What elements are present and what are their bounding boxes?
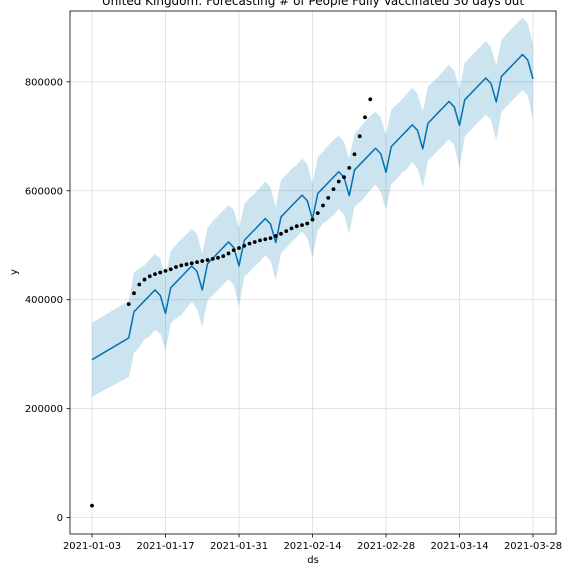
observed-point — [205, 258, 210, 262]
observed-point — [284, 229, 289, 234]
observed-point — [216, 255, 220, 260]
observed-point — [310, 217, 315, 222]
observed-point — [195, 260, 199, 265]
observed-point — [352, 152, 357, 157]
x-axis-ticks: 2021-01-03 2021-01-17 2021-01-31 2021-02-14… — [63, 534, 562, 552]
observed-point — [305, 221, 310, 226]
observed-point — [153, 272, 157, 277]
observed-point — [357, 134, 362, 139]
observed-point — [247, 241, 252, 246]
observed-point — [200, 259, 205, 263]
y-tick-label: 600000 — [25, 186, 63, 197]
x-tick-label: 2021-02-14 — [283, 541, 341, 552]
observed-point — [368, 97, 373, 102]
forecast-line-layer — [91, 53, 534, 361]
observed-point — [315, 211, 320, 216]
observed-point — [231, 248, 236, 253]
observed-point — [210, 256, 215, 261]
x-tick-label: 2021-03-28 — [504, 541, 562, 552]
observed-point — [142, 277, 147, 282]
uncertainty-band — [92, 17, 533, 397]
observed-point — [237, 246, 241, 250]
observed-point — [179, 263, 184, 268]
x-tick-label: 2021-01-31 — [210, 541, 268, 552]
observed-point — [132, 291, 136, 296]
x-tick-label: 2021-03-14 — [430, 541, 488, 552]
y-tick-label: 0 — [57, 513, 63, 524]
y-axis-ticks: 0 200000 400000 600000 800000 — [25, 77, 70, 524]
observed-point — [242, 243, 247, 248]
y-tick-label: 400000 — [25, 295, 63, 306]
observed-point — [273, 234, 278, 238]
observed-point — [137, 282, 142, 287]
observed-point — [363, 115, 367, 120]
observed-point — [163, 268, 168, 273]
observed-point — [342, 175, 346, 180]
observed-point — [268, 236, 273, 241]
observed-point — [289, 226, 294, 231]
observed-point — [184, 262, 189, 267]
observed-point — [300, 223, 304, 228]
observed-point — [331, 187, 336, 192]
y-tick-label: 800000 — [25, 77, 63, 88]
observed-point — [347, 166, 352, 170]
observed-point — [336, 179, 341, 184]
observed-point — [226, 251, 231, 256]
observed-point — [189, 261, 194, 266]
observed-point — [168, 267, 173, 272]
observed-points-layer — [90, 97, 373, 508]
observed-point — [263, 237, 268, 242]
observed-point — [321, 203, 325, 208]
observed-point — [158, 270, 163, 275]
x-tick-label: 2021-01-17 — [136, 541, 194, 552]
observed-point — [252, 240, 257, 244]
observed-point — [221, 254, 226, 259]
x-tick-label: 2021-01-03 — [63, 541, 121, 552]
observed-point — [174, 265, 178, 269]
x-axis-label: ds — [307, 555, 319, 566]
y-axis-label: y — [9, 269, 20, 275]
y-tick-label: 200000 — [25, 404, 63, 415]
x-tick-label: 2021-02-28 — [357, 541, 415, 552]
observed-point — [258, 238, 262, 243]
observed-point — [294, 224, 299, 229]
uncertainty-band-layer — [92, 17, 533, 397]
observed-point — [326, 195, 331, 200]
forecast-line — [91, 53, 534, 361]
observed-point — [126, 302, 131, 306]
observed-point — [279, 231, 283, 236]
observed-point — [90, 503, 94, 508]
chart-title: United Kingdom: Forecasting # of People … — [102, 0, 524, 8]
observed-point — [147, 274, 152, 279]
plot-frame — [69, 10, 557, 535]
